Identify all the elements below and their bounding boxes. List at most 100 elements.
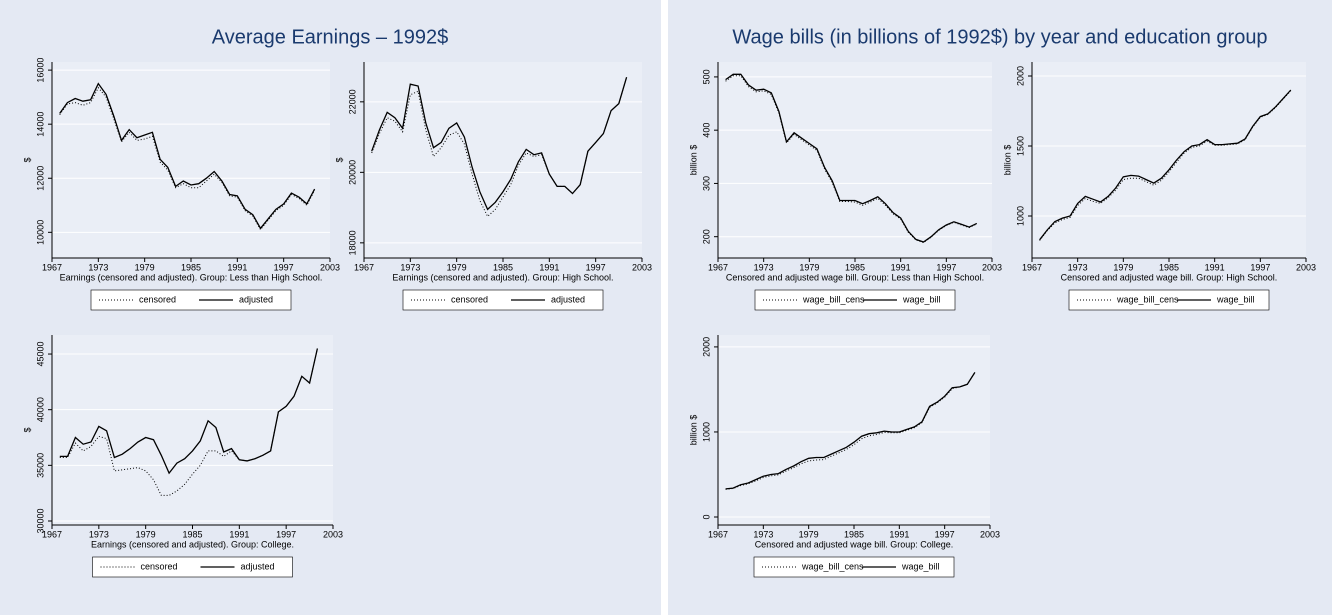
legend-label: wage_bill	[1216, 294, 1255, 304]
x-tick-label: 1967	[354, 262, 374, 272]
series-line	[59, 82, 316, 230]
x-axis-label: Censored and adjusted wage bill. Group: …	[755, 539, 954, 549]
legend-label: censored	[141, 561, 178, 571]
series-line	[725, 73, 978, 243]
y-tick-label: 35000	[35, 453, 45, 478]
x-tick-label: 1967	[42, 529, 62, 539]
legend-label: wage_bill_cens	[801, 561, 864, 571]
legend-label: wage_bill	[901, 561, 940, 571]
x-tick-label: 1985	[845, 262, 865, 272]
legend	[753, 556, 955, 578]
plot-area	[52, 335, 333, 525]
series-line	[725, 372, 976, 490]
y-tick-label: 30000	[35, 508, 45, 533]
legend	[90, 289, 292, 311]
plot-area	[364, 62, 642, 258]
x-tick-label: 1973	[1068, 262, 1088, 272]
y-tick-label: 1000	[1015, 206, 1025, 226]
x-tick-label: 2003	[632, 262, 652, 272]
y-axis-label: $	[22, 157, 32, 162]
legend-label: adjusted	[239, 294, 273, 304]
x-tick-label: 1997	[935, 529, 955, 539]
legend-label: adjusted	[551, 294, 585, 304]
x-axis-label: Earnings (censored and adjusted). Group:…	[91, 539, 294, 549]
x-tick-label: 1997	[1250, 262, 1270, 272]
x-tick-label: 1991	[891, 262, 911, 272]
legend-label: wage_bill_cens	[1116, 294, 1179, 304]
y-tick-label: 14000	[35, 112, 45, 137]
plot-area	[1032, 62, 1306, 258]
x-tick-label: 1985	[1159, 262, 1179, 272]
x-tick-label: 1967	[708, 262, 728, 272]
y-tick-label: 2000	[701, 337, 711, 357]
x-axis-label: Censored and adjusted wage bill. Group: …	[1061, 272, 1278, 282]
legend	[402, 289, 604, 311]
y-tick-label: 40000	[35, 397, 45, 422]
y-axis-label: billion $	[688, 145, 698, 176]
x-tick-label: 1979	[136, 529, 156, 539]
y-tick-label: 12000	[35, 166, 45, 191]
legend	[754, 289, 956, 311]
x-tick-label: 1979	[135, 262, 155, 272]
series-line	[371, 77, 628, 211]
x-tick-label: 1997	[936, 262, 956, 272]
plot-area	[718, 335, 990, 525]
series-line	[725, 372, 976, 490]
y-tick-label: 22000	[347, 89, 357, 114]
x-tick-label: 1997	[276, 529, 296, 539]
y-tick-label: 10000	[35, 220, 45, 245]
x-tick-label: 2003	[1296, 262, 1316, 272]
x-tick-label: 1985	[182, 529, 202, 539]
x-tick-label: 1979	[799, 262, 819, 272]
y-tick-label: 300	[701, 176, 711, 191]
x-tick-label: 1991	[1205, 262, 1225, 272]
legend-label: wage_bill_cens	[802, 294, 865, 304]
x-tick-label: 1991	[889, 529, 909, 539]
x-tick-label: 1979	[799, 529, 819, 539]
y-tick-label: 0	[701, 514, 711, 519]
y-tick-label: 200	[701, 229, 711, 244]
x-tick-label: 1991	[227, 262, 247, 272]
x-tick-label: 2003	[980, 529, 1000, 539]
y-axis-label: $	[22, 427, 32, 432]
x-tick-label: 1985	[844, 529, 864, 539]
series-line	[371, 77, 628, 218]
series-line	[59, 348, 318, 496]
x-tick-label: 1997	[586, 262, 606, 272]
panel-title: Average Earnings – 1992$	[212, 26, 448, 48]
y-tick-label: 20000	[347, 160, 357, 185]
y-tick-label: 16000	[35, 58, 45, 83]
x-tick-label: 2003	[320, 262, 340, 272]
legend	[92, 556, 293, 578]
x-tick-label: 2003	[982, 262, 1002, 272]
y-tick-label: 1500	[1015, 136, 1025, 156]
x-tick-label: 1991	[229, 529, 249, 539]
x-axis-label: Earnings (censored and adjusted). Group:…	[392, 272, 613, 282]
y-axis-label: $	[334, 157, 344, 162]
y-tick-label: 45000	[35, 342, 45, 367]
x-tick-label: 1973	[89, 529, 109, 539]
x-tick-label: 1985	[493, 262, 513, 272]
x-tick-label: 1973	[753, 529, 773, 539]
x-tick-label: 1985	[181, 262, 201, 272]
x-tick-label: 1973	[400, 262, 420, 272]
series-line	[59, 86, 316, 231]
y-tick-label: 2000	[1015, 66, 1025, 86]
x-tick-label: 1973	[754, 262, 774, 272]
x-tick-label: 1967	[708, 529, 728, 539]
y-tick-label: 1000	[701, 422, 711, 442]
panel-title: Wage bills (in billions of 1992$) by yea…	[732, 26, 1267, 48]
x-axis-label: Earnings (censored and adjusted). Group:…	[60, 272, 323, 282]
y-tick-label: 500	[701, 69, 711, 84]
legend-label: censored	[139, 294, 176, 304]
legend	[1068, 289, 1270, 311]
legend-label: wage_bill	[902, 294, 941, 304]
x-tick-label: 1967	[1022, 262, 1042, 272]
x-tick-label: 1979	[447, 262, 467, 272]
legend-label: adjusted	[241, 561, 275, 571]
series-line	[1039, 89, 1292, 241]
x-tick-label: 1991	[539, 262, 559, 272]
x-tick-label: 1973	[88, 262, 108, 272]
